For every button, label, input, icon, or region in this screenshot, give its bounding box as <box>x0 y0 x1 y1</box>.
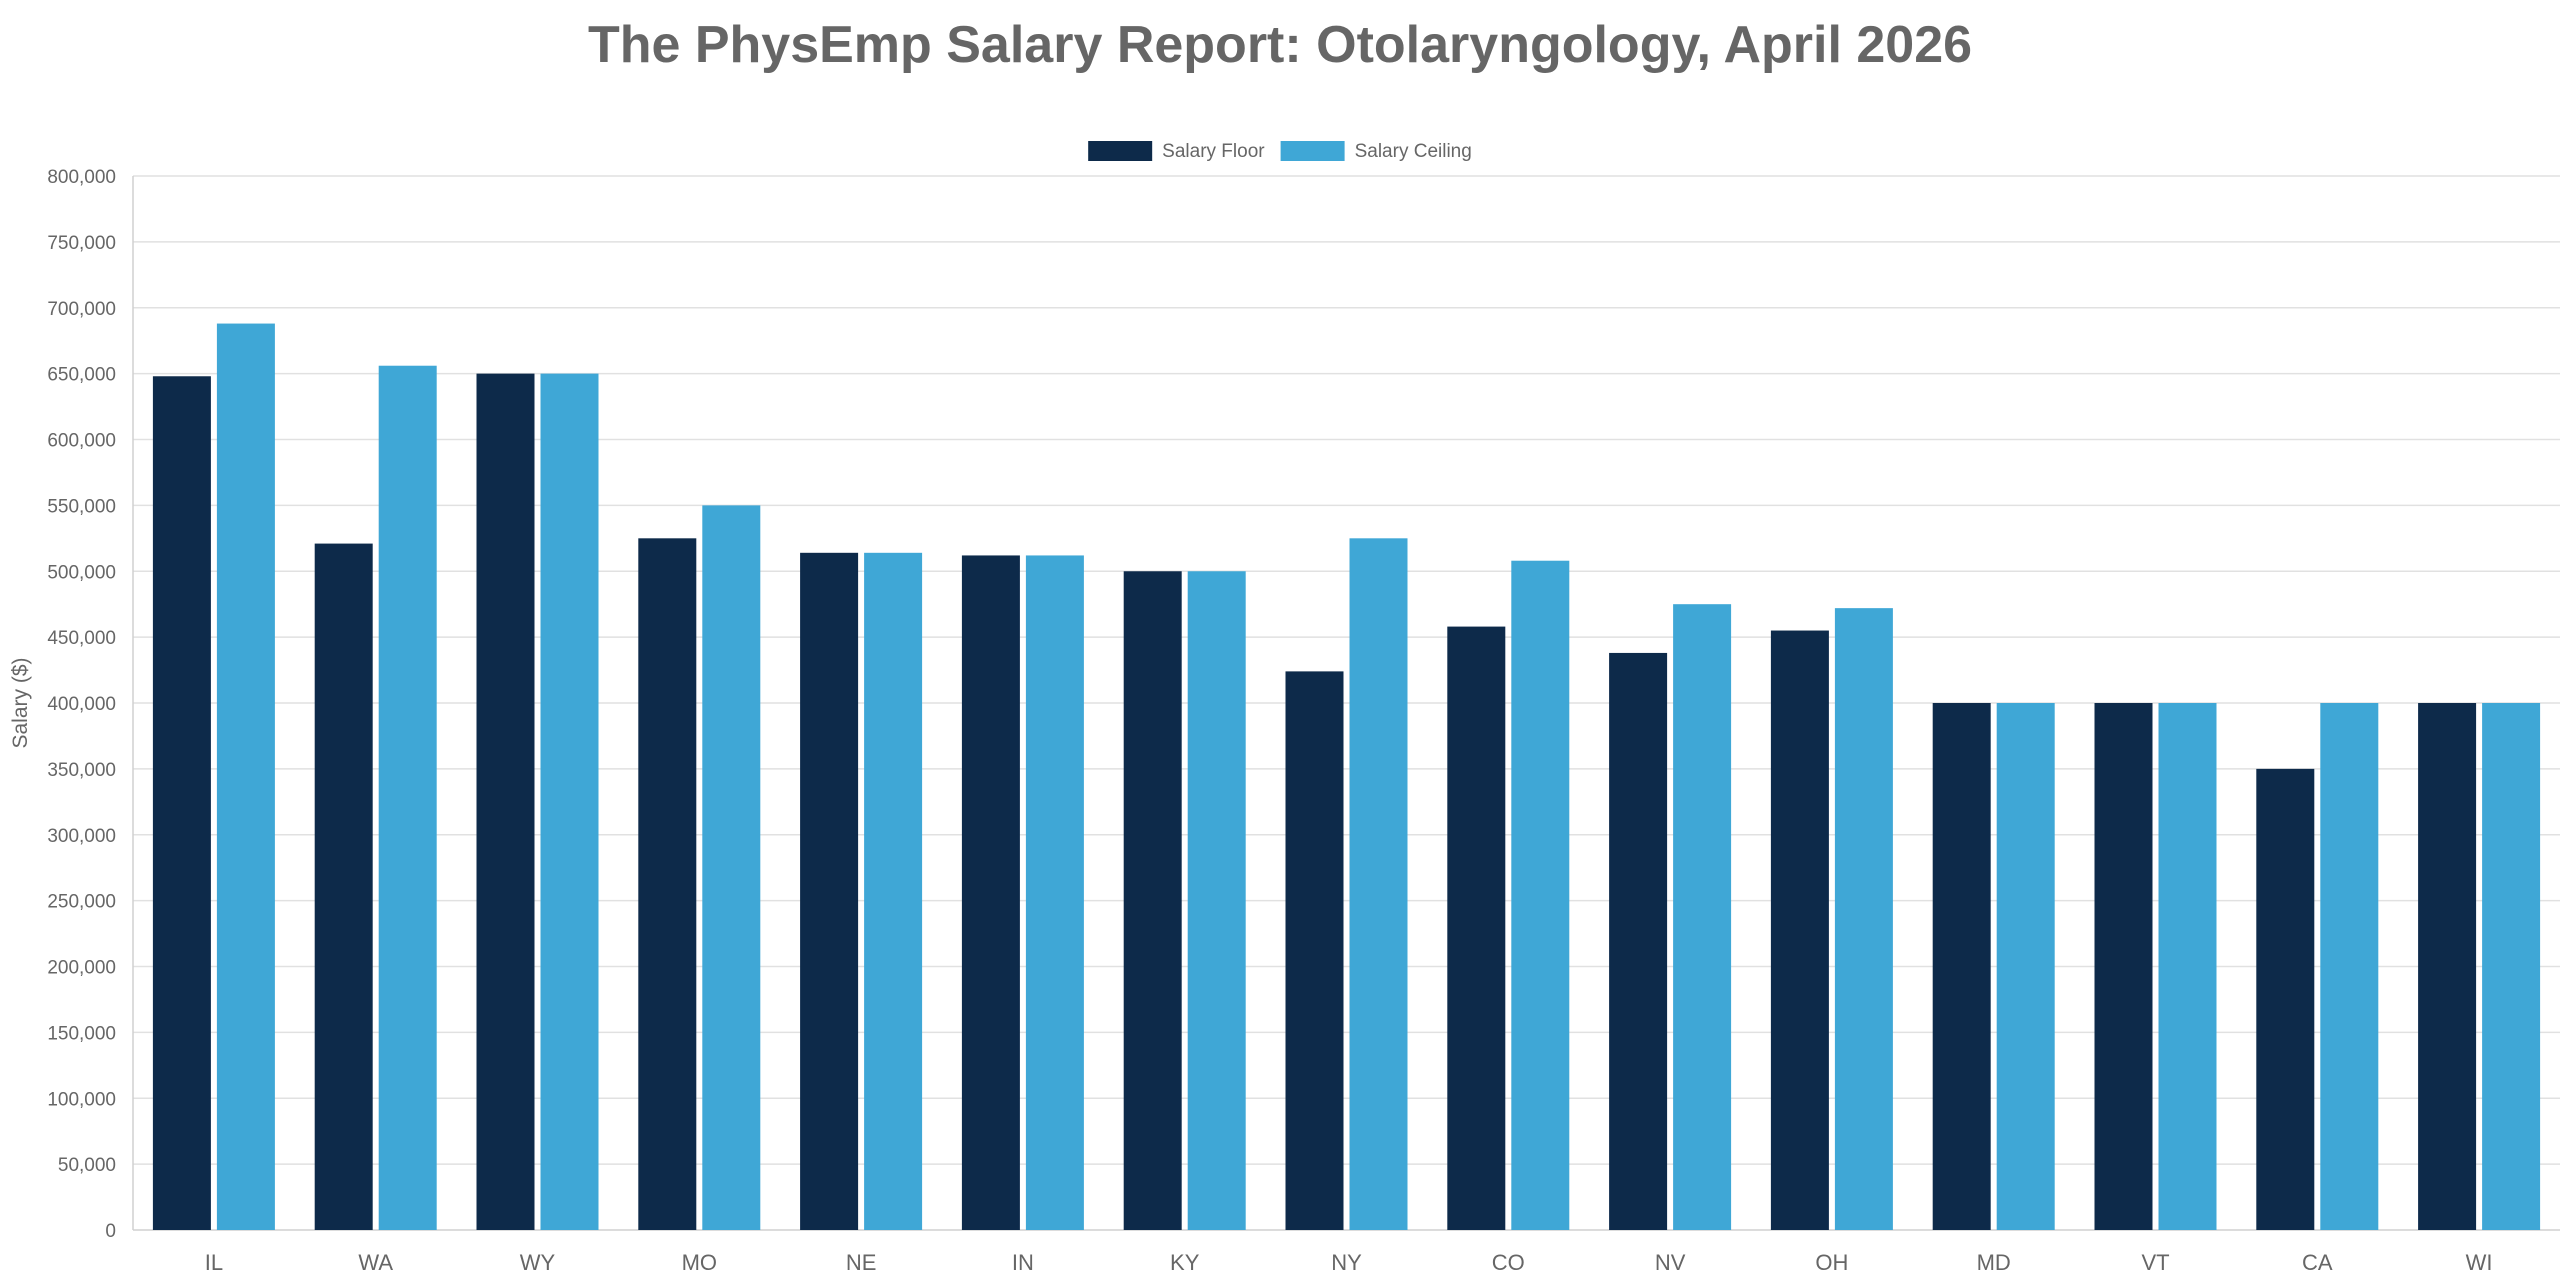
y-axis-ticks: 0 50,000 100,000 150,000 200,000 250,000 300,0… <box>47 167 116 1242</box>
legend-swatch <box>1088 141 1153 161</box>
x-tick-label: CO <box>1492 1250 1525 1275</box>
bar-salary-floor-ky <box>1123 571 1182 1230</box>
y-tick-label: 450,000 <box>47 628 116 649</box>
bar-salary-floor-mo <box>638 538 697 1230</box>
y-tick-label: 800,000 <box>47 167 116 188</box>
bar-salary-floor-vt <box>2094 703 2153 1230</box>
y-axis-label: Salary ($) <box>9 657 32 748</box>
bar-salary-floor-nv <box>1609 652 1668 1230</box>
bar-salary-floor-md <box>1932 703 1991 1230</box>
bar-salary-floor-in <box>961 555 1020 1230</box>
x-tick-label: WA <box>358 1250 393 1275</box>
bar-salary-floor-wa <box>314 543 373 1230</box>
bar-salary-floor-il <box>152 376 211 1230</box>
bar-salary-floor-ca <box>2256 768 2315 1230</box>
bar-salary-ceiling-il <box>216 323 275 1230</box>
bar-salary-ceiling-nv <box>1673 604 1732 1230</box>
bar-salary-ceiling-ne <box>864 552 923 1230</box>
bar-salary-ceiling-mo <box>702 505 761 1230</box>
y-tick-label: 550,000 <box>47 496 116 517</box>
bar-salary-floor-wy <box>476 373 535 1230</box>
bar-salary-floor-oh <box>1770 630 1829 1230</box>
x-tick-label: WY <box>520 1250 556 1275</box>
y-tick-label: 150,000 <box>47 1023 116 1044</box>
bar-salary-ceiling-co <box>1511 560 1570 1230</box>
x-tick-label: WI <box>2466 1250 2493 1275</box>
bar-salary-ceiling-in <box>1025 555 1084 1230</box>
x-tick-label: NY <box>1331 1250 1362 1275</box>
bar-salary-ceiling-wi <box>2482 703 2541 1230</box>
bar-salary-ceiling-wa <box>378 365 437 1231</box>
legend-swatch <box>1280 141 1345 161</box>
chart-title: The PhysEmp Salary Report: Otolaryngolog… <box>588 16 1972 74</box>
bar-salary-ceiling-ky <box>1187 571 1246 1230</box>
y-tick-label: 0 <box>105 1221 116 1242</box>
y-tick-label: 100,000 <box>47 1089 116 1110</box>
bar-salary-ceiling-ny <box>1349 538 1408 1230</box>
legend: Salary Floor Salary Ceiling <box>1088 141 1472 162</box>
x-tick-label: NE <box>846 1250 877 1275</box>
x-tick-label: OH <box>1815 1250 1848 1275</box>
y-tick-label: 650,000 <box>47 365 116 386</box>
x-tick-label: CA <box>2302 1250 2333 1275</box>
bar-salary-floor-ny <box>1285 671 1344 1230</box>
legend-label: Salary Floor <box>1162 141 1265 162</box>
bar-salary-floor-ne <box>800 552 859 1230</box>
x-tick-label: KY <box>1170 1250 1200 1275</box>
y-tick-label: 50,000 <box>58 1155 116 1176</box>
y-tick-label: 750,000 <box>47 233 116 254</box>
bar-salary-ceiling-md <box>1996 703 2055 1230</box>
y-tick-label: 400,000 <box>47 694 116 715</box>
x-tick-label: IN <box>1012 1250 1034 1275</box>
bar-salary-ceiling-vt <box>2158 703 2217 1230</box>
x-axis-ticks: IL WA WY MO NE IN KY NY CO NV OH MD VT CA WI <box>205 1250 2493 1275</box>
x-tick-label: IL <box>205 1250 223 1275</box>
bar-salary-ceiling-wy <box>540 373 599 1230</box>
legend-label: Salary Ceiling <box>1355 141 1472 162</box>
x-tick-label: NV <box>1655 1250 1686 1275</box>
bar-salary-ceiling-oh <box>1834 608 1893 1230</box>
y-tick-label: 350,000 <box>47 760 116 781</box>
y-tick-label: 250,000 <box>47 892 116 913</box>
y-tick-label: 500,000 <box>47 562 116 583</box>
grid-lines <box>132 175 2560 1231</box>
x-tick-label: MO <box>682 1250 717 1275</box>
y-tick-label: 200,000 <box>47 958 116 979</box>
bar-salary-floor-co <box>1447 626 1506 1230</box>
x-tick-label: MD <box>1977 1250 2011 1275</box>
bar-salary-ceiling-ca <box>2320 703 2379 1230</box>
y-tick-label: 600,000 <box>47 431 116 452</box>
y-tick-label: 700,000 <box>47 299 116 320</box>
bar-salary-floor-wi <box>2418 703 2477 1230</box>
y-tick-label: 300,000 <box>47 826 116 847</box>
bars <box>152 323 2541 1231</box>
x-tick-label: VT <box>2141 1250 2169 1275</box>
